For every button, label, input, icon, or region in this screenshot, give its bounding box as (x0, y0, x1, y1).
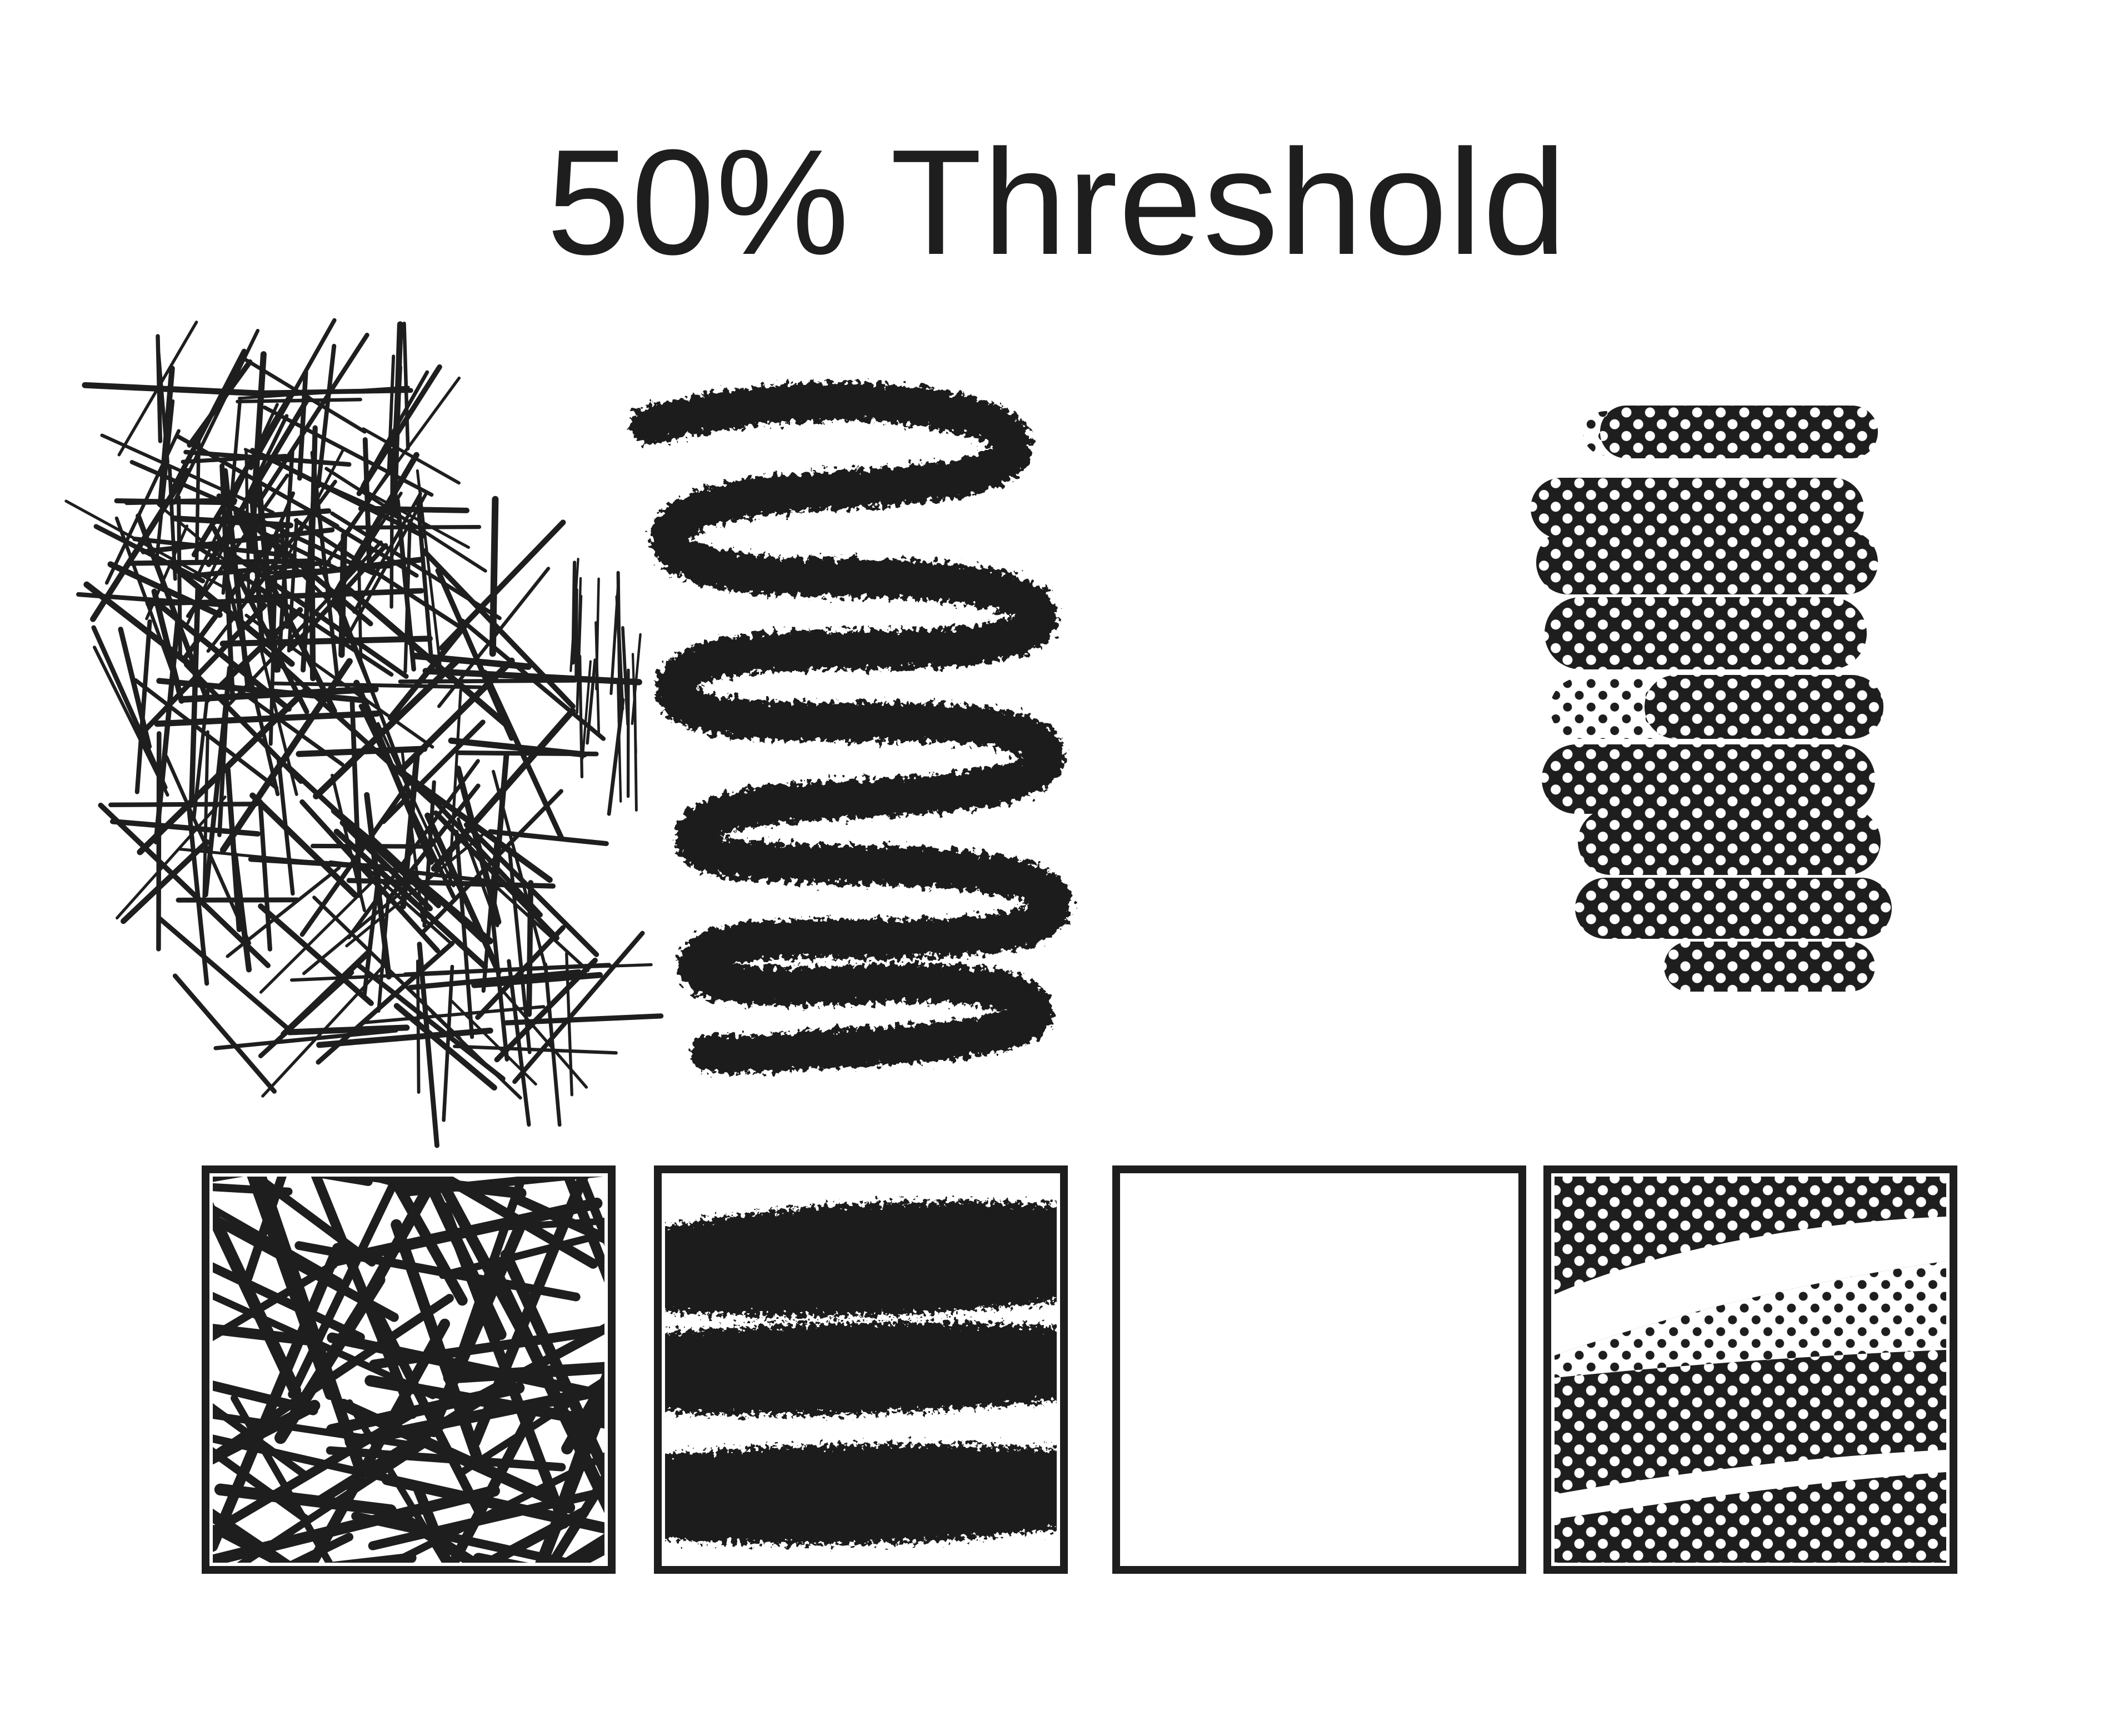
hatch-brush-sample (66, 321, 661, 1146)
empty-swatch (1116, 1169, 1522, 1570)
halftone-brush-sample (1531, 406, 1892, 992)
charcoal-brush-sample (650, 402, 1052, 1055)
halftone-swatch (1547, 1169, 1953, 1570)
charcoal-swatch (656, 1169, 1067, 1570)
